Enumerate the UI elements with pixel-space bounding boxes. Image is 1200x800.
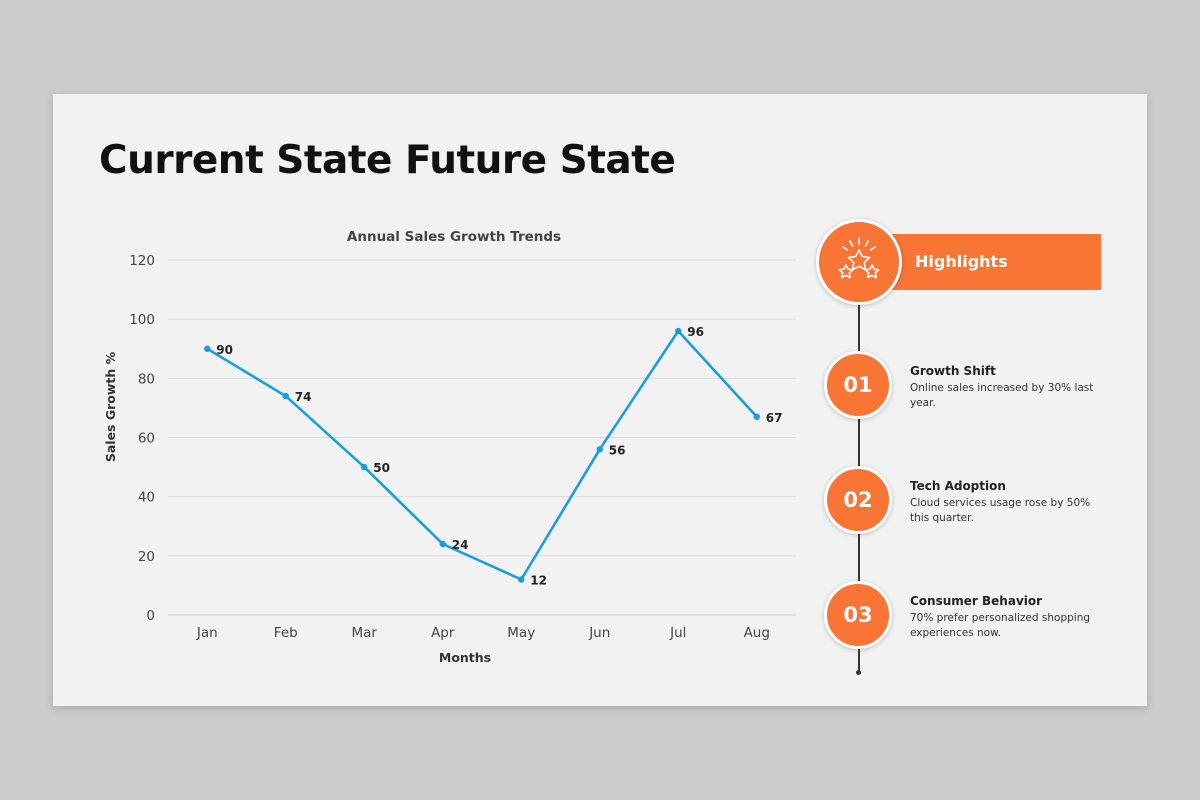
step-description: 70% prefer personalized shopping experie… <box>910 612 1091 639</box>
data-point <box>439 540 446 548</box>
x-axis-label: Months <box>439 650 491 665</box>
x-tick-label: Jan <box>196 625 218 641</box>
step-title: Tech Adoption <box>910 479 1006 493</box>
x-tick-label: Mar <box>352 625 378 641</box>
step-item-03: Consumer Behavior 70% prefer personalize… <box>910 594 1100 641</box>
data-point <box>675 327 682 335</box>
data-point <box>753 413 760 420</box>
highlights-label: Highlights <box>915 252 1008 271</box>
step-item-01: Growth Shift Online sales increased by 3… <box>910 364 1100 411</box>
x-tick-label: Jun <box>588 625 610 641</box>
stars-icon <box>838 237 880 279</box>
data-point <box>518 576 525 583</box>
series-line <box>205 329 759 581</box>
step-title: Consumer Behavior <box>910 594 1043 608</box>
step-item-02: Tech Adoption Cloud services usage rose … <box>910 479 1100 526</box>
data-point <box>361 463 368 471</box>
data-label: 96 <box>687 325 704 339</box>
step-number-03: 03 <box>824 581 892 649</box>
timeline-end-dot <box>856 670 861 675</box>
data-point <box>596 446 603 453</box>
data-label: 24 <box>452 538 469 552</box>
data-point <box>282 392 289 400</box>
step-description: Cloud services usage rose by 50% this qu… <box>910 497 1091 524</box>
y-tick-label: 100 <box>129 312 155 328</box>
line-chart: 0 20 40 60 80 100 120 Jan Feb Mar Apr May Jun Jul Aug A… <box>103 229 796 665</box>
x-tick-label: Aug <box>744 625 770 641</box>
step-number-01: 01 <box>824 351 892 419</box>
highlights-banner: Highlights <box>889 234 1101 290</box>
data-label: 90 <box>216 343 233 357</box>
data-point <box>204 345 211 352</box>
y-tick-label: 40 <box>138 490 155 506</box>
highlights-badge <box>816 219 902 305</box>
data-label: 50 <box>373 461 390 475</box>
data-label: 67 <box>766 411 783 425</box>
page-title: Current State Future State <box>99 138 676 183</box>
y-tick-label: 60 <box>138 431 155 447</box>
data-label: 12 <box>530 574 547 588</box>
y-tick-label: 120 <box>129 253 155 269</box>
chart-title: Annual Sales Growth Trends <box>347 229 561 245</box>
x-tick-label: May <box>507 625 535 641</box>
y-axis-label: Sales Growth % <box>103 351 118 462</box>
data-label: 56 <box>609 443 626 457</box>
x-tick-label: Jul <box>669 625 686 641</box>
step-description: Online sales increased by 30% last year. <box>910 382 1094 409</box>
x-tick-label: Feb <box>274 625 298 641</box>
y-tick-label: 0 <box>146 608 155 624</box>
y-tick-label: 20 <box>138 549 155 565</box>
y-tick-label: 80 <box>138 371 155 387</box>
slide: Current State Future State 0 20 40 60 80 100 1… <box>53 94 1147 706</box>
step-title: Growth Shift <box>910 364 996 378</box>
step-number-02: 02 <box>824 466 892 534</box>
x-tick-label: Apr <box>431 625 455 641</box>
data-label: 74 <box>295 390 312 404</box>
